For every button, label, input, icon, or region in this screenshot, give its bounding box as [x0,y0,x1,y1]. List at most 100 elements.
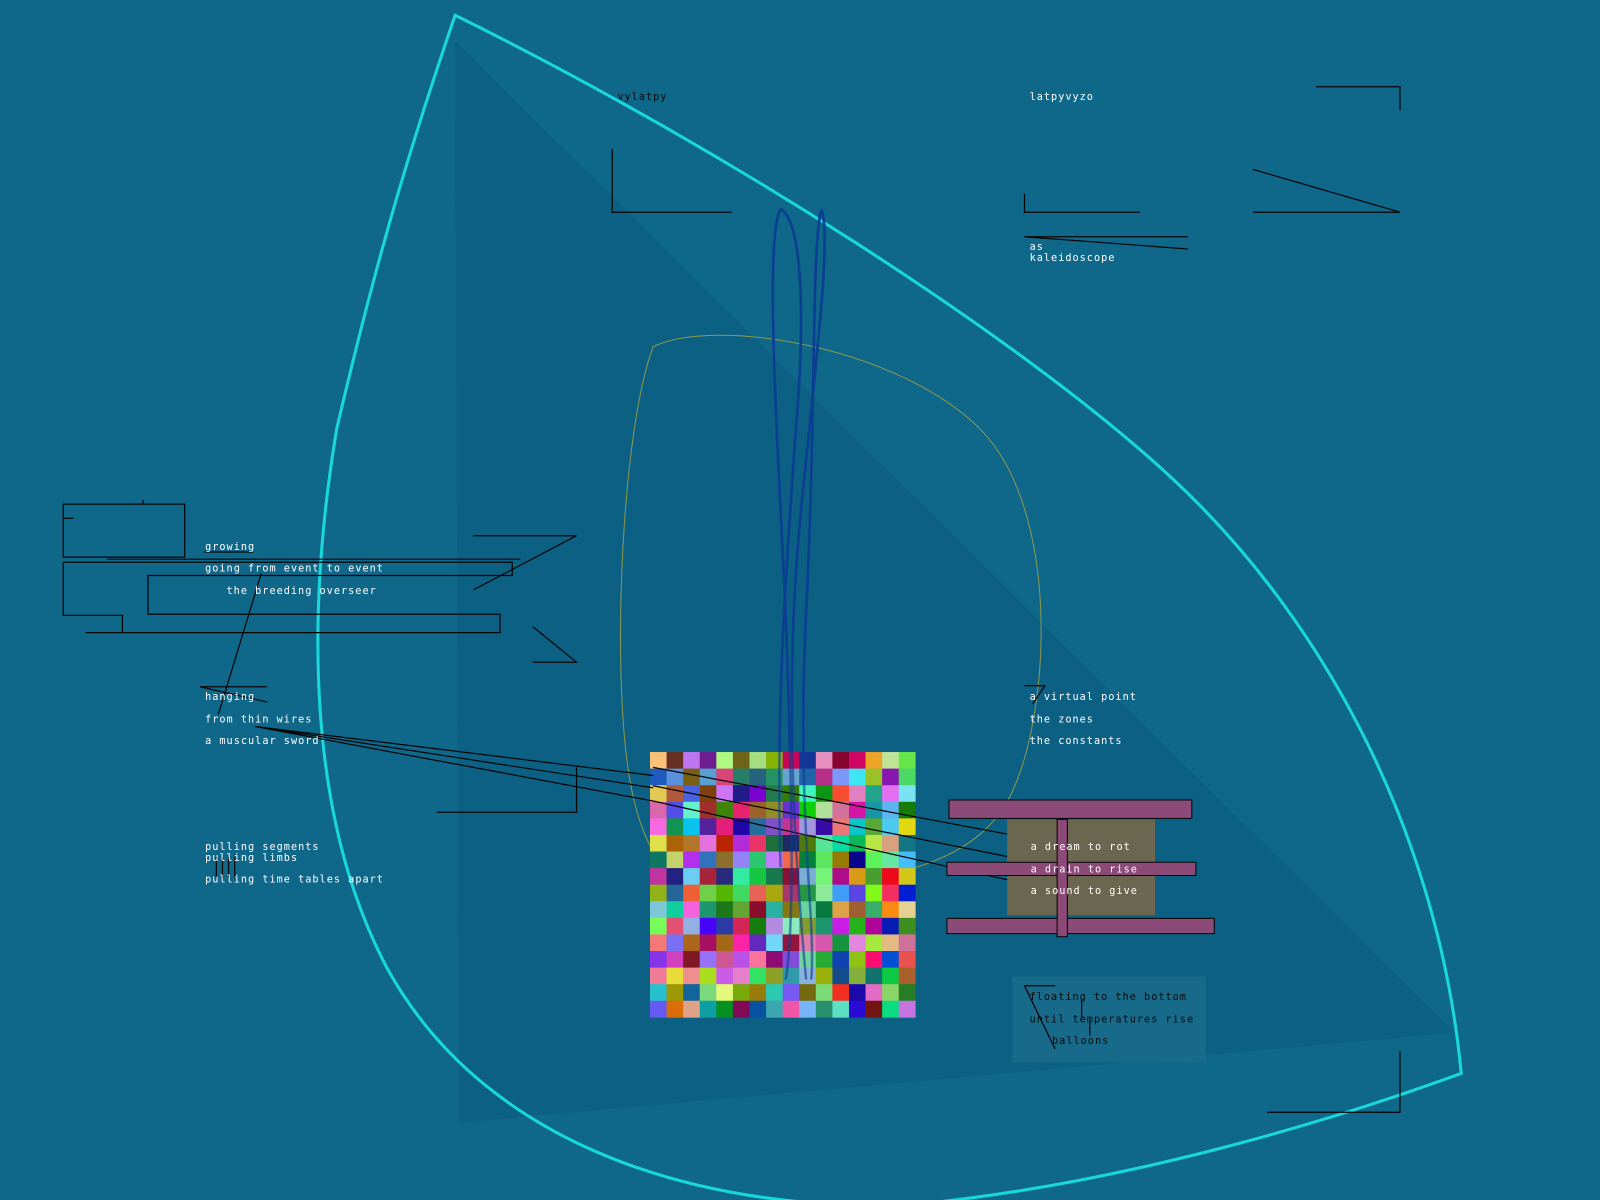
mosaic-cell [683,768,701,786]
mosaic-cell [650,884,667,902]
mosaic-cell [832,967,850,985]
mosaic-cell [898,818,916,836]
mosaic-cell [766,1000,783,1018]
mosaic-cell [716,934,734,952]
mosaic-cell [865,752,883,769]
mosaic-cell [865,901,883,919]
mosaic-cell [882,752,900,769]
mosaic-cell [666,851,684,869]
mosaic-cell [898,834,916,852]
mosaic-cell [683,752,701,769]
mosaic-cell [666,868,684,885]
mosaic-cell [666,818,684,836]
label-constants: the constants [1030,736,1123,747]
mosaic-cell [732,984,750,1002]
mosaic-cell [666,834,684,852]
label-balloons: balloons [1052,1036,1109,1047]
mosaic-cell [766,868,783,885]
mosaic-cell [683,851,701,869]
mosaic-cell [882,851,900,869]
label-kaleidoscope: kaleidoscope [1030,253,1116,264]
mosaic-cell [832,851,850,869]
mosaic-cell [832,801,850,819]
mosaic-cell [815,901,833,919]
mosaic-cell [716,984,734,1002]
mosaic-cell [799,901,817,919]
mosaic-cell [732,851,750,869]
mosaic-cell [716,901,734,919]
mosaic-cell [699,967,717,985]
mosaic-cell [898,752,916,769]
mosaic-cell [815,984,833,1002]
mosaic-cell [716,851,734,869]
mosaic-cell [766,917,783,935]
mosaic-cell [749,917,767,935]
mosaic-cell [732,868,750,885]
mosaic-cell [882,884,900,902]
mosaic-cell [666,785,684,803]
mosaic-cell [699,801,717,819]
mosaic-cell [650,917,667,935]
mosaic-cell [683,934,701,952]
mosaic-cell [749,768,767,786]
mosaic-cell [865,801,883,819]
label-virtual: a virtual point [1030,692,1137,703]
mosaic-cell [799,951,817,968]
bottom-lines [1023,985,1091,1050]
mosaic-cell [716,818,734,836]
mosaic-cell [848,785,866,803]
mosaic-cell [732,768,750,786]
label-mid-2: a drain to rise [1031,864,1138,875]
mosaic-cell [666,917,684,935]
mosaic-cell [683,917,701,935]
mosaic-cell [832,868,850,885]
mosaic-cell [848,752,866,769]
mosaic-cell [865,1000,883,1018]
mosaic-cell [732,818,750,836]
label-wires: from thin wires [205,714,312,725]
mosaic-cell [815,951,833,968]
mosaic-cell [815,934,833,952]
mosaic-cell [749,868,767,885]
mosaic-cell [699,834,717,852]
mosaic-cell [749,801,767,819]
mosaic-cell [699,752,717,769]
mosaic-cell [898,868,916,885]
mosaic-cell [815,801,833,819]
label-mid-1: a dream to rot [1031,842,1131,853]
mosaic-cell [898,851,916,869]
mosaic-cell [699,884,717,902]
mosaic-cell [749,884,767,902]
mosaic-cell [832,768,850,786]
mosaic-cell [699,1000,717,1018]
mosaic-cell [782,1000,800,1018]
mosaic-cell [650,851,667,869]
mosaic-cell [898,901,916,919]
mosaic-cell [815,752,833,769]
mosaic-cell [650,868,667,885]
mosaic-cell [832,785,850,803]
mosaic-cell [699,951,717,968]
mosaic-cell [732,934,750,952]
mosaic-cell [716,834,734,852]
mosaic-cell [799,768,817,786]
mosaic-cell [848,768,866,786]
mosaic-cell [865,967,883,985]
mosaic-cell [683,818,701,836]
mosaic-cell [749,785,767,803]
mosaic-cell [882,818,900,836]
blue-loops [771,208,827,980]
label-floating: floating to the bottom [1030,992,1187,1003]
mosaic-cell [683,951,701,968]
mosaic-cell [882,967,900,985]
mosaic-cell [832,951,850,968]
mosaic-cell [782,934,800,952]
mosaic-cell [650,951,667,968]
mosaic-cell [832,818,850,836]
mosaic-cell [865,868,883,885]
label-going: going from event to event [205,563,384,574]
mosaic-cell [650,1000,667,1018]
mosaic-cell [815,884,833,902]
mosaic-cell [848,934,866,952]
mosaic-cell [832,901,850,919]
